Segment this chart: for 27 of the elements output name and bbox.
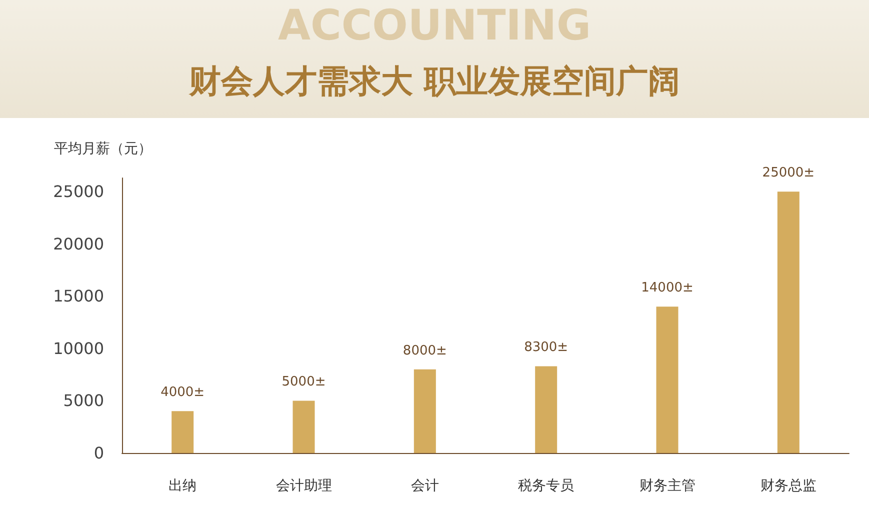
data-label: 5000± — [282, 374, 326, 390]
data-label: 25000± — [762, 166, 815, 181]
y-tick-label: 20000 — [53, 234, 104, 254]
data-label: 14000± — [641, 280, 694, 296]
data-label: 8000± — [402, 343, 447, 358]
bar — [535, 366, 558, 453]
y-tick-label: 5000 — [63, 391, 104, 410]
x-tick-label: 财务总监 — [760, 478, 816, 494]
y-axis-title: 平均月薪（元） — [54, 141, 152, 157]
bar — [777, 192, 800, 453]
bar — [172, 411, 194, 453]
x-tick-label: 会计助理 — [276, 478, 332, 494]
y-tick-label: 0 — [94, 444, 104, 462]
data-label: 8300± — [524, 340, 568, 356]
bar — [656, 306, 678, 453]
x-tick-label: 财务主管 — [639, 478, 696, 494]
text: ACCOUNTING — [278, 0, 592, 50]
y-tick-label: 10000 — [53, 338, 104, 358]
x-tick-label: 会计 — [410, 478, 439, 494]
data-label: 4000± — [160, 385, 205, 400]
y-tick-label: 15000 — [53, 286, 104, 306]
x-tick-label: 出纳 — [168, 478, 197, 494]
chart-title: 财会人才需求大 职业发展空间广阔 — [188, 62, 680, 100]
y-tick-label: 25000 — [53, 182, 104, 202]
bar — [414, 369, 436, 453]
x-tick-label: 税务专员 — [518, 478, 574, 494]
bar — [292, 400, 315, 453]
